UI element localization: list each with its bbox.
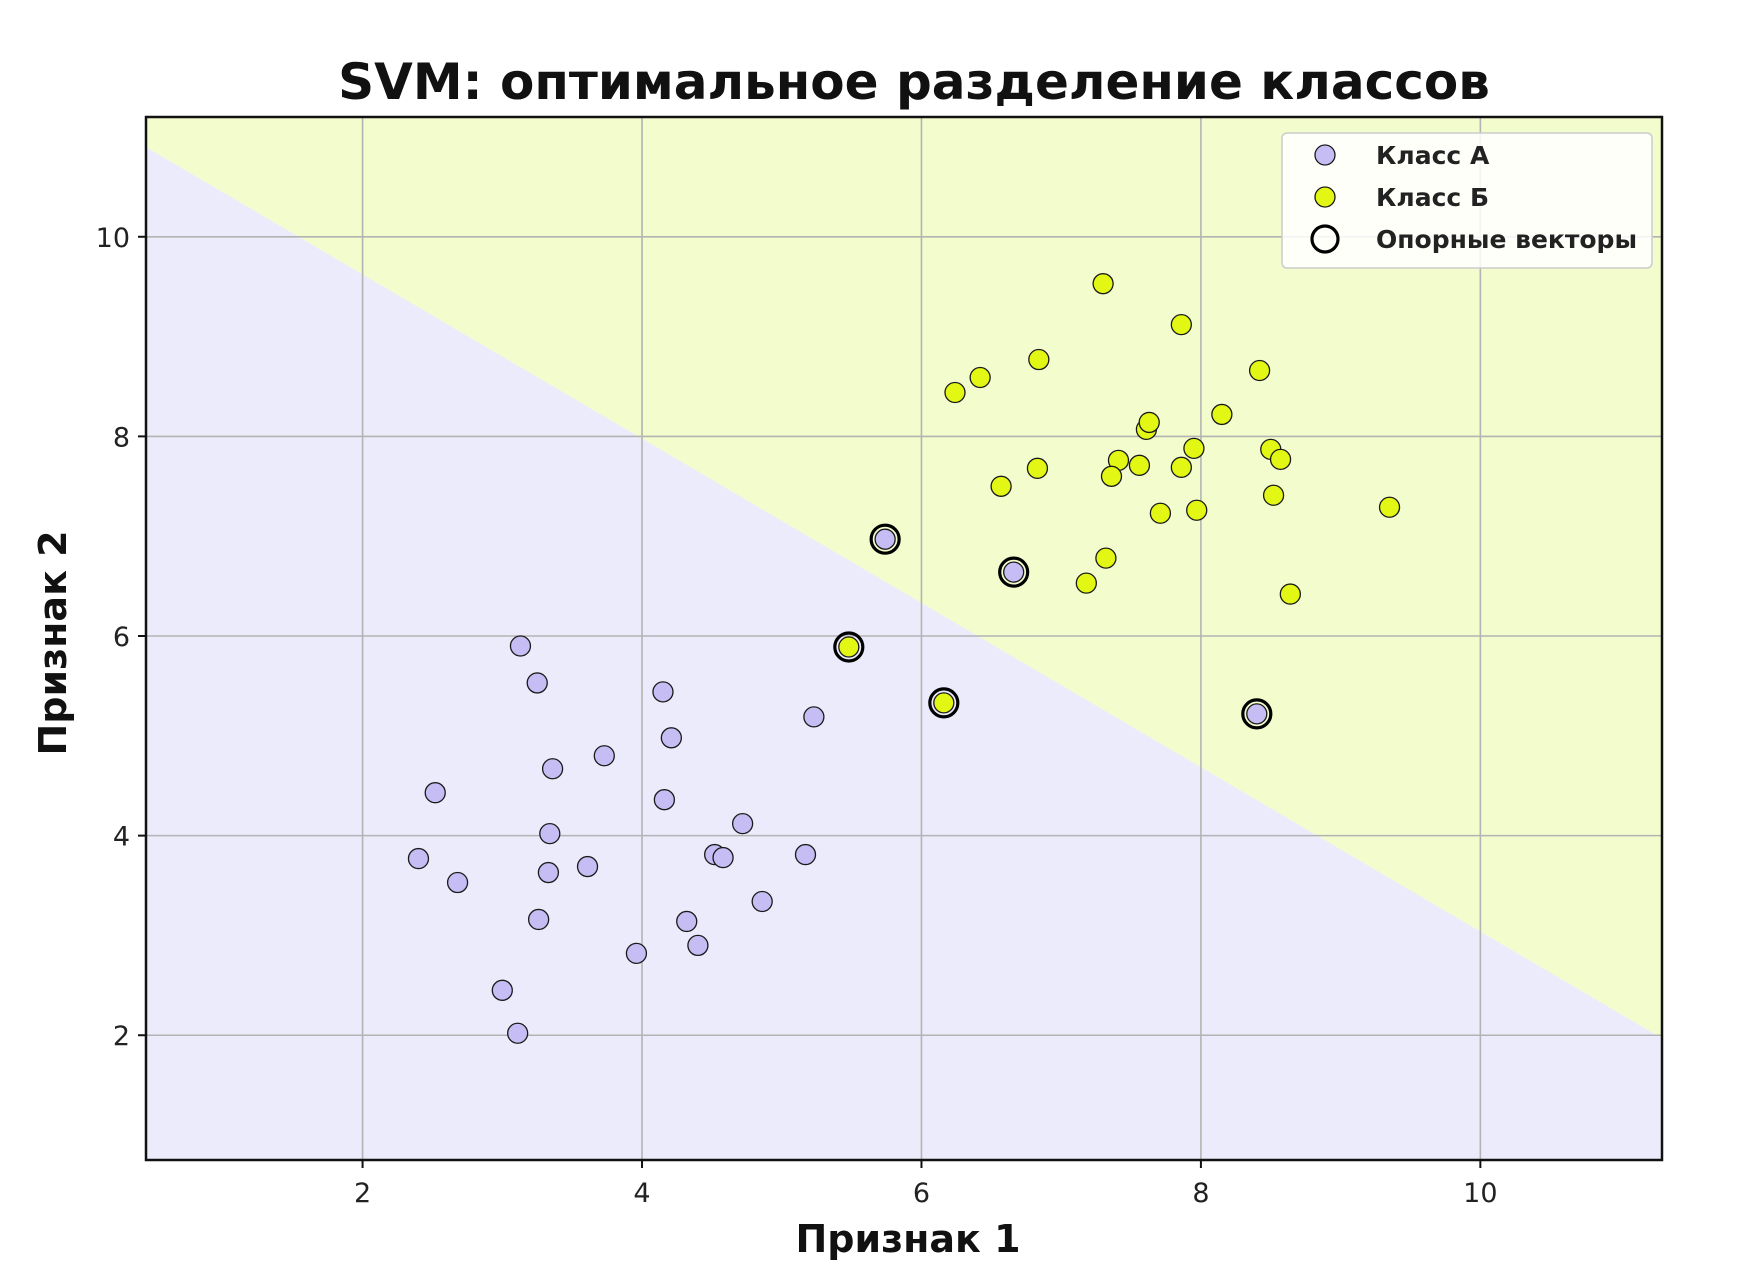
class-b-point: [969, 366, 991, 389]
class-a-point: [687, 934, 709, 957]
class-b-point: [1138, 411, 1160, 434]
y-axis-ticks: 2 4 6 8 10: [96, 223, 146, 1052]
x-axis-ticks: 2 4 6 8 10: [354, 1160, 1498, 1209]
class-b-point: [1026, 457, 1049, 479]
class-a-point: [526, 672, 548, 694]
class-a-point: [509, 635, 532, 657]
class-a-point: [446, 871, 469, 894]
class-b-point: [944, 381, 966, 404]
legend-marker-class-b: [1314, 186, 1336, 208]
x-tick-label: 4: [633, 1178, 650, 1209]
class-a-point: [1003, 561, 1025, 583]
y-tick-label: 4: [113, 822, 130, 853]
class-a-point: [407, 847, 430, 870]
legend-label: Класс А: [1376, 141, 1490, 170]
class-a-point: [593, 745, 615, 767]
class-b-point: [1075, 572, 1097, 594]
class-b-point: [1170, 313, 1193, 336]
class-a-point: [660, 727, 683, 749]
x-tick-label: 2: [354, 1178, 371, 1209]
class-a-point: [803, 706, 825, 728]
legend-label: Класс Б: [1376, 183, 1489, 212]
class-b-point: [1149, 502, 1172, 524]
class-b-point: [838, 636, 860, 658]
y-tick-label: 10: [96, 223, 130, 254]
legend-label: Опорные векторы: [1376, 225, 1637, 254]
plot-area: [144, 115, 1664, 1162]
legend-box: [1281, 132, 1653, 269]
class-a-point: [527, 908, 550, 931]
class-a-point: [541, 758, 564, 780]
support-vector-ring: [833, 631, 865, 663]
class-b-point: [1378, 496, 1401, 518]
class-a-point: [539, 822, 561, 845]
class-a-point: [576, 855, 599, 878]
class-a-point: [874, 528, 896, 550]
class-b-point: [1128, 454, 1151, 476]
class-a-point: [652, 681, 674, 703]
data-points: [407, 273, 1401, 1044]
y-tick-label: 6: [113, 622, 130, 653]
support-vector-rings: [833, 523, 1273, 730]
y-tick-label: 8: [113, 422, 130, 453]
class-a-point: [424, 782, 446, 804]
x-tick-label: 10: [1463, 1178, 1497, 1209]
class-b-point: [1248, 359, 1271, 382]
x-tick-label: 8: [1192, 1178, 1209, 1209]
class-a-point: [491, 979, 513, 1001]
support-vector-ring: [928, 687, 960, 719]
class-b-point: [1100, 465, 1123, 487]
support-vector-ring: [869, 523, 901, 555]
class-a-point: [537, 861, 560, 884]
class-a-point: [731, 812, 754, 835]
class-b-point: [1262, 484, 1285, 506]
chart-title: SVM: оптимальное разделение классов: [338, 53, 1490, 111]
x-axis-label: Признак 1: [795, 1217, 1020, 1261]
class-a-point: [751, 890, 773, 913]
class-b-point: [1211, 403, 1233, 426]
class-a-point: [1246, 703, 1268, 725]
class-a-point: [653, 789, 676, 811]
class-a-point: [676, 910, 698, 933]
class-a-point: [794, 843, 817, 866]
legend: Класс А Класс Б Опорные векторы: [1281, 132, 1653, 269]
y-axis-label: Признак 2: [31, 530, 75, 755]
class-b-point: [1095, 547, 1117, 569]
class-b-region: [146, 117, 1662, 1039]
class-a-point: [507, 1022, 529, 1044]
class-b-point: [1028, 348, 1050, 371]
class-b-point: [1183, 437, 1205, 460]
class-b-point: [990, 475, 1012, 497]
class-a-point: [712, 846, 734, 869]
support-vector-ring: [998, 556, 1030, 588]
legend-marker-support-vectors: [1310, 224, 1340, 254]
y-tick-label: 2: [113, 1021, 130, 1052]
class-a-region: [146, 146, 1662, 1161]
plot-frame: [144, 115, 1664, 1162]
class-b-point: [1092, 273, 1114, 295]
legend-marker-class-a: [1314, 144, 1336, 166]
class-a-point: [625, 942, 648, 965]
class-b-point: [1279, 583, 1301, 605]
class-b-point: [1186, 499, 1208, 521]
class-b-point: [933, 692, 955, 714]
support-vector-ring: [1241, 698, 1273, 730]
class-b-point: [1269, 448, 1292, 470]
x-tick-label: 6: [913, 1178, 930, 1209]
class-b-point: [1170, 456, 1193, 478]
